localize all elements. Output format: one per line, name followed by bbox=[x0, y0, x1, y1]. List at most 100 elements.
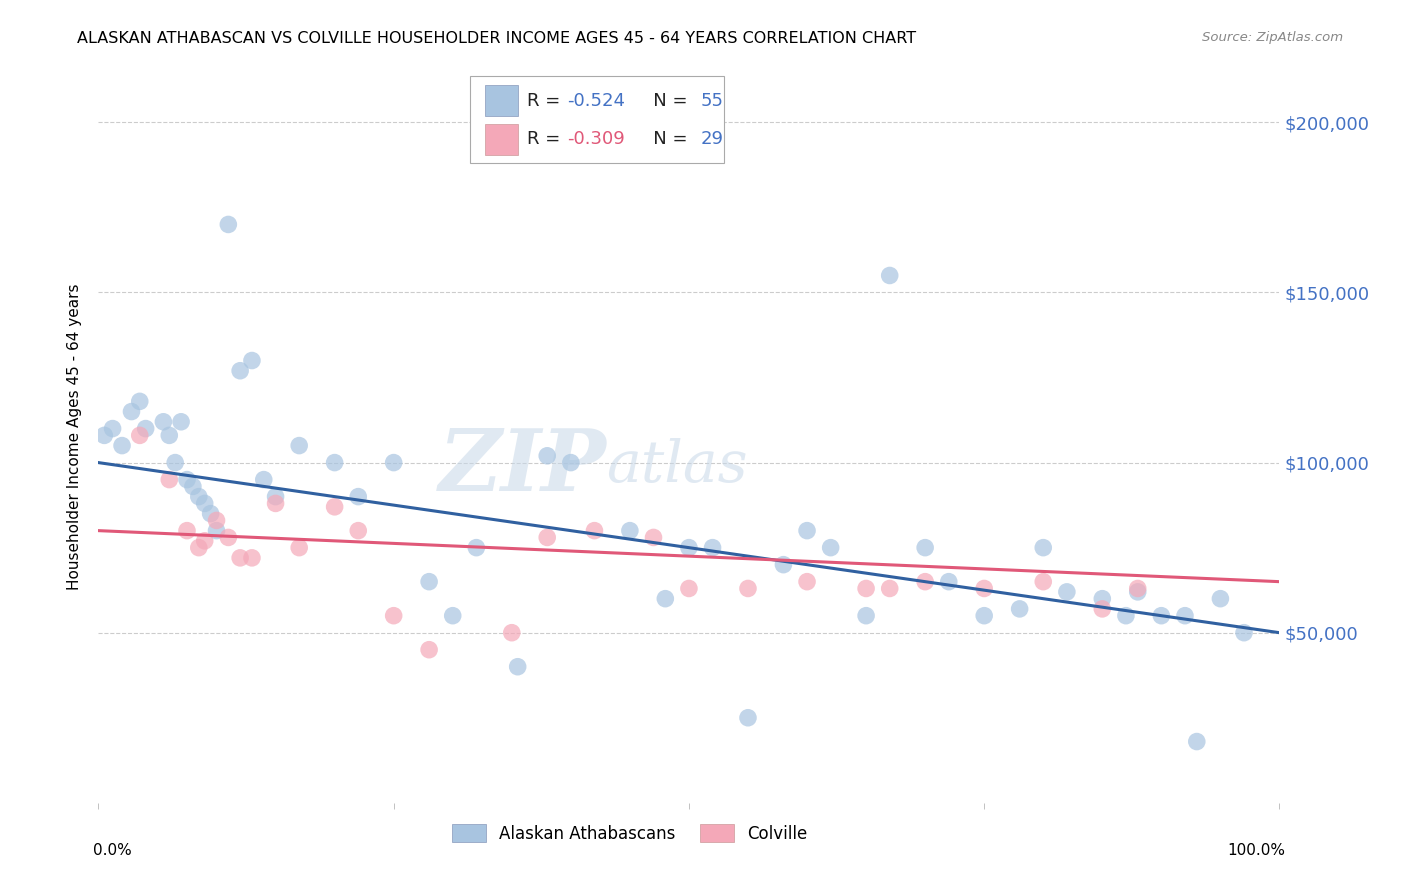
Text: Source: ZipAtlas.com: Source: ZipAtlas.com bbox=[1202, 31, 1343, 45]
Point bbox=[288, 541, 311, 555]
Point bbox=[240, 550, 263, 565]
Point bbox=[796, 574, 818, 589]
Point bbox=[1091, 591, 1114, 606]
Point bbox=[323, 456, 346, 470]
Point bbox=[914, 541, 936, 555]
Point bbox=[121, 404, 143, 418]
Point bbox=[205, 524, 228, 538]
Point bbox=[820, 541, 842, 555]
Point bbox=[165, 456, 187, 470]
Point bbox=[501, 625, 523, 640]
Text: R =: R = bbox=[527, 130, 567, 148]
Point bbox=[229, 550, 252, 565]
Point bbox=[1209, 591, 1232, 606]
FancyBboxPatch shape bbox=[471, 77, 724, 163]
Point bbox=[1008, 602, 1031, 616]
Point bbox=[1150, 608, 1173, 623]
Point bbox=[855, 608, 877, 623]
Text: N =: N = bbox=[636, 130, 693, 148]
Point bbox=[347, 490, 370, 504]
Point bbox=[382, 608, 405, 623]
Point bbox=[560, 456, 582, 470]
Point bbox=[157, 473, 180, 487]
Point bbox=[1032, 574, 1054, 589]
Point bbox=[194, 533, 217, 548]
Point bbox=[229, 364, 252, 378]
Point bbox=[1185, 734, 1208, 748]
Point bbox=[187, 541, 209, 555]
Point bbox=[796, 524, 818, 538]
Point bbox=[152, 415, 174, 429]
Point bbox=[1126, 585, 1149, 599]
Point bbox=[914, 574, 936, 589]
Point bbox=[879, 268, 901, 283]
Text: R =: R = bbox=[527, 92, 567, 110]
Text: -0.309: -0.309 bbox=[567, 130, 626, 148]
Text: ALASKAN ATHABASCAN VS COLVILLE HOUSEHOLDER INCOME AGES 45 - 64 YEARS CORRELATION: ALASKAN ATHABASCAN VS COLVILLE HOUSEHOLD… bbox=[77, 31, 917, 46]
Point bbox=[157, 428, 180, 442]
Point bbox=[973, 582, 995, 596]
Text: 29: 29 bbox=[700, 130, 724, 148]
Text: ZIP: ZIP bbox=[439, 425, 606, 508]
Point bbox=[678, 582, 700, 596]
Point bbox=[702, 541, 724, 555]
Point bbox=[382, 456, 405, 470]
Point bbox=[205, 513, 228, 527]
Text: atlas: atlas bbox=[606, 438, 748, 494]
Point bbox=[678, 541, 700, 555]
Point bbox=[93, 428, 115, 442]
Point bbox=[1233, 625, 1256, 640]
Point bbox=[737, 711, 759, 725]
Point bbox=[643, 531, 665, 545]
Point bbox=[347, 524, 370, 538]
Point bbox=[128, 428, 150, 442]
Point bbox=[128, 394, 150, 409]
Legend: Alaskan Athabascans, Colville: Alaskan Athabascans, Colville bbox=[446, 817, 814, 849]
Point bbox=[264, 490, 287, 504]
Point bbox=[973, 608, 995, 623]
Point bbox=[323, 500, 346, 514]
FancyBboxPatch shape bbox=[485, 124, 517, 155]
Point bbox=[217, 531, 239, 545]
Point bbox=[619, 524, 641, 538]
Point bbox=[654, 591, 676, 606]
Point bbox=[583, 524, 606, 538]
Point bbox=[181, 479, 204, 493]
Point bbox=[1174, 608, 1197, 623]
Point bbox=[536, 449, 558, 463]
Point bbox=[938, 574, 960, 589]
Point bbox=[101, 421, 124, 435]
Text: N =: N = bbox=[636, 92, 693, 110]
Point bbox=[441, 608, 464, 623]
Point bbox=[772, 558, 794, 572]
Point bbox=[111, 439, 134, 453]
Point bbox=[253, 473, 276, 487]
Point bbox=[176, 524, 198, 538]
Point bbox=[187, 490, 209, 504]
Point bbox=[264, 496, 287, 510]
Text: -0.524: -0.524 bbox=[567, 92, 626, 110]
Point bbox=[418, 574, 440, 589]
FancyBboxPatch shape bbox=[485, 86, 517, 116]
Point bbox=[200, 507, 222, 521]
Point bbox=[240, 353, 263, 368]
Point bbox=[288, 439, 311, 453]
Point bbox=[879, 582, 901, 596]
Text: 100.0%: 100.0% bbox=[1227, 843, 1285, 858]
Point bbox=[176, 473, 198, 487]
Point bbox=[1056, 585, 1078, 599]
Point bbox=[217, 218, 239, 232]
Point bbox=[1091, 602, 1114, 616]
Point bbox=[418, 642, 440, 657]
Text: 0.0%: 0.0% bbox=[93, 843, 131, 858]
Point bbox=[1032, 541, 1054, 555]
Point bbox=[1126, 582, 1149, 596]
Point bbox=[855, 582, 877, 596]
Point bbox=[536, 531, 558, 545]
Point bbox=[135, 421, 157, 435]
Y-axis label: Householder Income Ages 45 - 64 years: Householder Income Ages 45 - 64 years bbox=[67, 284, 83, 591]
Point bbox=[1115, 608, 1137, 623]
Point bbox=[465, 541, 488, 555]
Point bbox=[737, 582, 759, 596]
Text: 55: 55 bbox=[700, 92, 724, 110]
